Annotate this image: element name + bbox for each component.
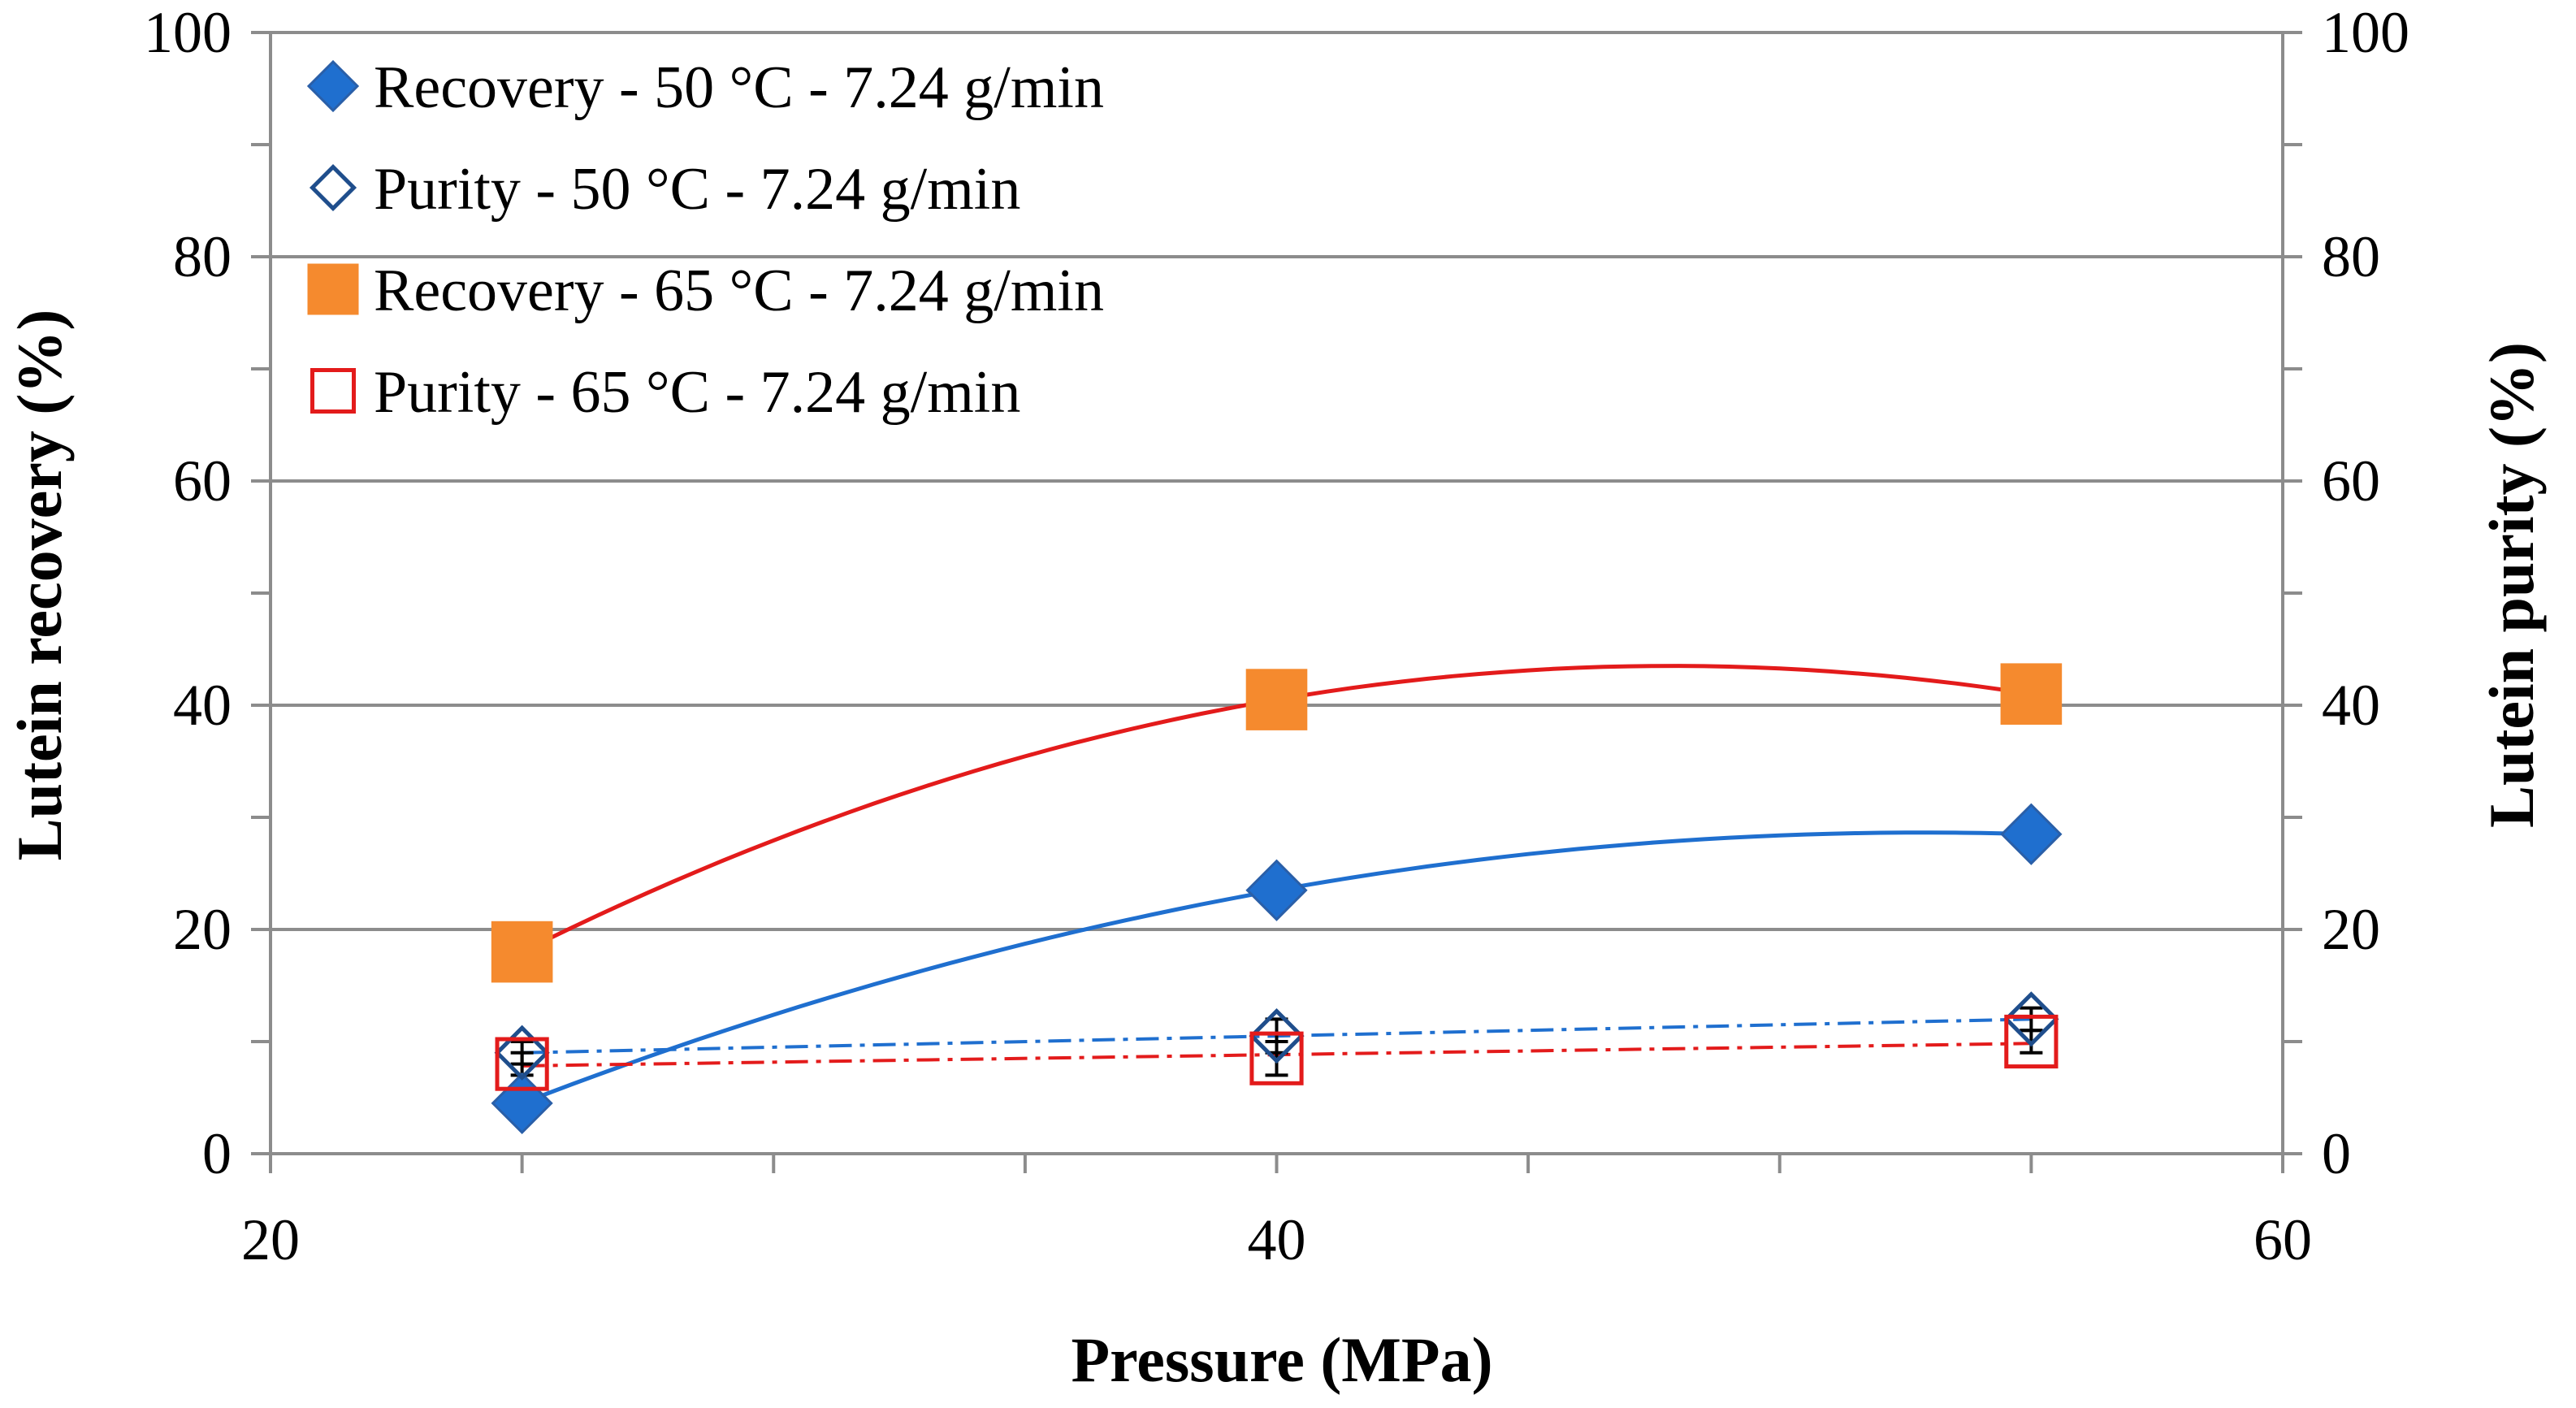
x-axis-title: Pressure (MPa) [1071,1324,1492,1395]
data-point [495,1037,549,1091]
y2-tick-label: 80 [2322,224,2380,289]
data-point [494,1025,550,1081]
y-tick-label: 40 [173,673,232,738]
y-axis-title: Lutein recovery (%) [4,310,75,861]
legend-marker [307,263,359,315]
data-point [1249,1031,1304,1085]
axes-layer [251,31,2302,1173]
x-tick-label: 60 [2253,1207,2312,1272]
y2-tick-label: 40 [2322,673,2380,738]
y2-tick-label: 20 [2322,897,2380,962]
data-point [2000,803,2063,865]
y2-tick-label: 60 [2322,448,2380,513]
y2-axis-title: Lutein purity (%) [2476,342,2547,828]
legend-marker [306,59,360,113]
data-point [2004,1014,2059,1069]
data-point [2000,663,2063,725]
legend-label: Purity - 65 °C - 7.24 g/min [374,359,1020,426]
legend-marker [309,163,357,212]
y-tick-label: 0 [202,1121,232,1186]
y-tick-label: 60 [173,448,232,513]
y-tick-label: 80 [173,224,232,289]
y-tick-label: 20 [173,897,232,962]
legend: Recovery - 50 °C - 7.24 g/min Purity - 50… [306,54,1104,426]
y2-tick-label: 0 [2322,1121,2351,1186]
marker-layer [491,663,2063,1135]
legend-marker [310,368,356,414]
data-point [1245,859,1308,921]
data-point [491,1072,553,1135]
y-tick-label: 100 [144,0,232,65]
legend-label: Purity - 50 °C - 7.24 g/min [374,156,1020,223]
data-point [1245,669,1308,730]
data-point [1249,1007,1305,1064]
x-tick-label: 40 [1248,1207,1306,1272]
data-point [2003,991,2059,1047]
data-point [491,921,553,983]
legend-label: Recovery - 65 °C - 7.24 g/min [374,258,1104,324]
grid-layer [271,31,2283,931]
legend-label: Recovery - 50 °C - 7.24 g/min [374,54,1104,121]
x-tick-label: 20 [241,1207,300,1272]
y2-tick-label: 100 [2322,0,2409,65]
